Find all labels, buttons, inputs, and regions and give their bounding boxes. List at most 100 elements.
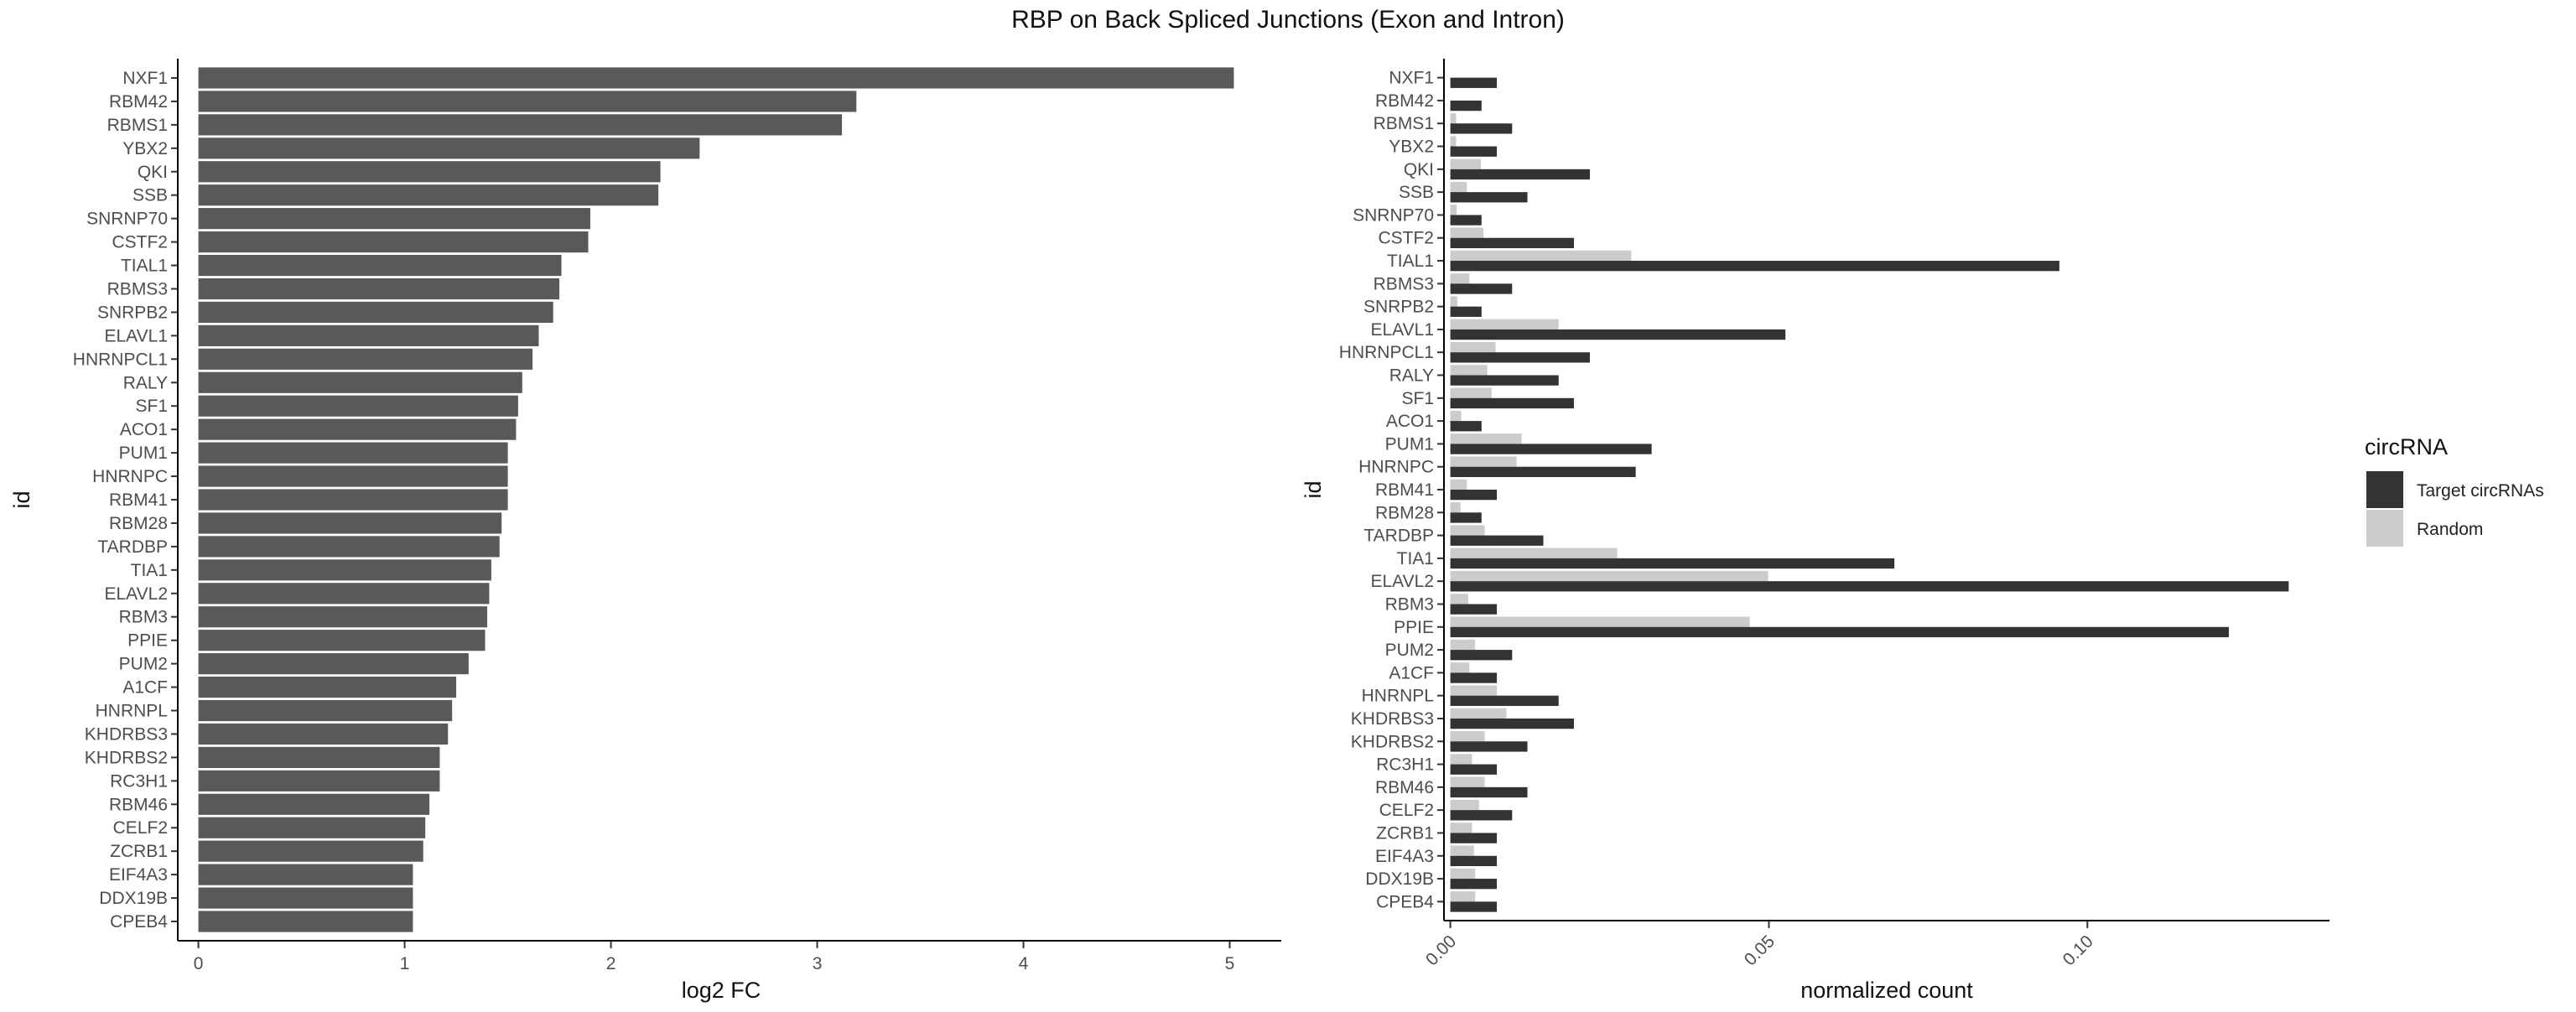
log2fc-bar: [198, 371, 522, 393]
log2fc-y-tick-label: KHDRBS2: [85, 748, 168, 767]
normalized-count-y-tick-label: YBX2: [1389, 138, 1434, 157]
normalized-count-y-tick-label: PPIE: [1394, 618, 1434, 637]
log2fc-bar: [198, 864, 413, 885]
random-bar: [1450, 227, 1484, 238]
target-circrnas-bar: [1450, 146, 1498, 157]
normalized-count-y-tick-label: A1CF: [1389, 663, 1434, 682]
target-circrnas-bar: [1450, 810, 1513, 821]
log2fc-y-axis-title: id: [9, 490, 34, 508]
random-bar: [1450, 616, 1750, 627]
normalized-count-y-tick-label: RBM42: [1375, 91, 1434, 111]
random-bar: [1450, 776, 1485, 787]
target-circrnas-bar: [1450, 306, 1482, 317]
target-circrnas-bar: [1450, 123, 1513, 134]
target-circrnas-bar: [1450, 192, 1528, 203]
log2fc-bar: [198, 91, 857, 112]
log2fc-y-tick-label: RBM42: [109, 92, 168, 112]
random-bar: [1450, 754, 1472, 765]
target-circrnas-bar: [1450, 626, 2229, 638]
target-circrnas-bar: [1450, 283, 1513, 294]
random-bar: [1450, 136, 1457, 147]
normalized-count-y-tick-label: HNRNPCL1: [1339, 343, 1434, 362]
target-circrnas-bar: [1450, 352, 1590, 363]
log2fc-y-tick-label: RBM46: [109, 795, 168, 814]
log2fc-bar: [198, 114, 843, 136]
normalized-count-y-tick-label: QKI: [1404, 160, 1434, 179]
log2fc-x-tick-label: 2: [606, 954, 616, 973]
log2fc-y-tick-label: CELF2: [113, 818, 168, 838]
log2fc-y-tick-label: PUM1: [119, 444, 168, 463]
figure-title: RBP on Back Spliced Junctions (Exon and …: [1011, 6, 1565, 34]
log2fc-y-tick-label: CSTF2: [112, 233, 168, 252]
random-bar: [1450, 341, 1496, 353]
target-circrnas-bar: [1450, 169, 1590, 180]
log2fc-bar-panel: NXF1 RBM42 RBMS1 YBX2 QKI SSB SNRNP70 CSTF2 TIAL…: [9, 59, 1281, 1003]
normalized-count-y-tick-label: HNRNPL: [1362, 687, 1434, 706]
random-bar: [1450, 433, 1522, 444]
log2fc-bars: [198, 67, 1234, 932]
log2fc-y-tick-label: HNRNPL: [96, 702, 168, 721]
normalized-count-y-tick-label: TARDBP: [1363, 527, 1434, 546]
random-bar: [1450, 365, 1488, 376]
normalized-count-y-tick-label: NXF1: [1389, 69, 1434, 88]
log2fc-bar: [198, 465, 508, 487]
normalized-count-y-tick-label: CPEB4: [1376, 892, 1434, 911]
log2fc-bar: [198, 559, 491, 581]
random-bar: [1450, 319, 1559, 330]
log2fc-y-tick-label: YBX2: [122, 139, 168, 158]
log2fc-y-tick-label: A1CF: [122, 678, 168, 698]
log2fc-x-tick-label: 0: [194, 954, 204, 973]
target-circrnas-bar: [1450, 421, 1482, 432]
normalized-count-y-tick-label: SF1: [1401, 389, 1434, 408]
normalized-count-y-tick-label: SNRPB2: [1363, 298, 1434, 317]
normalized-count-y-tick-label: ELAVL1: [1371, 320, 1435, 340]
random-bar: [1450, 548, 1618, 558]
random-bar: [1450, 525, 1485, 536]
random-bar: [1450, 891, 1476, 902]
log2fc-y-tick-label: HNRNPC: [92, 467, 168, 486]
target-circrnas-bar: [1450, 261, 2059, 272]
random-bar: [1450, 639, 1476, 651]
normalized-count-x-tick-label: 0.05: [1741, 932, 1779, 969]
normalized-count-y-tick-label: PUM1: [1385, 434, 1434, 454]
log2fc-bar: [198, 67, 1234, 89]
random-bar: [1450, 799, 1479, 811]
log2fc-bar: [198, 817, 426, 838]
normalized-count-y-tick-label: DDX19B: [1365, 869, 1434, 889]
log2fc-bar: [198, 324, 539, 346]
legend-swatch-random: [2366, 510, 2403, 547]
normalized-count-y-tick-label: ELAVL2: [1371, 572, 1435, 591]
log2fc-x-axis-title: log2 FC: [682, 978, 761, 1003]
normalized-count-y-tick-label: EIF4A3: [1375, 847, 1434, 866]
target-circrnas-bar: [1450, 695, 1559, 706]
target-circrnas-bar: [1450, 764, 1498, 775]
legend-title: circRNA: [2365, 434, 2448, 459]
log2fc-bar: [198, 840, 423, 862]
log2fc-y-tick-label: SNRPB2: [97, 303, 168, 322]
log2fc-y-tick-label: NXF1: [122, 69, 168, 88]
target-circrnas-bar: [1450, 237, 1574, 249]
log2fc-bar: [198, 746, 440, 768]
random-bar: [1450, 662, 1470, 673]
target-circrnas-bar: [1450, 444, 1652, 454]
target-circrnas-bar: [1450, 397, 1574, 409]
log2fc-bar: [198, 254, 562, 277]
random-bar: [1450, 502, 1461, 513]
normalized-count-y-tick-label: RC3H1: [1376, 755, 1434, 775]
target-circrnas-bar: [1450, 741, 1528, 752]
log2fc-x-tick-label: 4: [1019, 954, 1029, 973]
log2fc-bar: [198, 442, 508, 464]
normalized-count-y-tick-label: CSTF2: [1378, 229, 1434, 248]
log2fc-bar: [198, 348, 533, 370]
normalized-count-y-tick-label: TIAL1: [1387, 252, 1434, 271]
random-bar: [1450, 456, 1517, 467]
log2fc-y-tick-label: ELAVL2: [105, 584, 169, 604]
log2fc-y-tick-label: RC3H1: [110, 771, 168, 791]
normalized-count-x-axis-title: normalized count: [1800, 978, 1973, 1003]
log2fc-y-tick-label: TIA1: [131, 561, 168, 580]
log2fc-bar: [198, 887, 413, 909]
random-bar: [1450, 594, 1468, 605]
log2fc-bar: [198, 583, 490, 605]
normalized-count-y-tick-label: KHDRBS2: [1351, 732, 1434, 751]
random-bar: [1450, 410, 1462, 422]
